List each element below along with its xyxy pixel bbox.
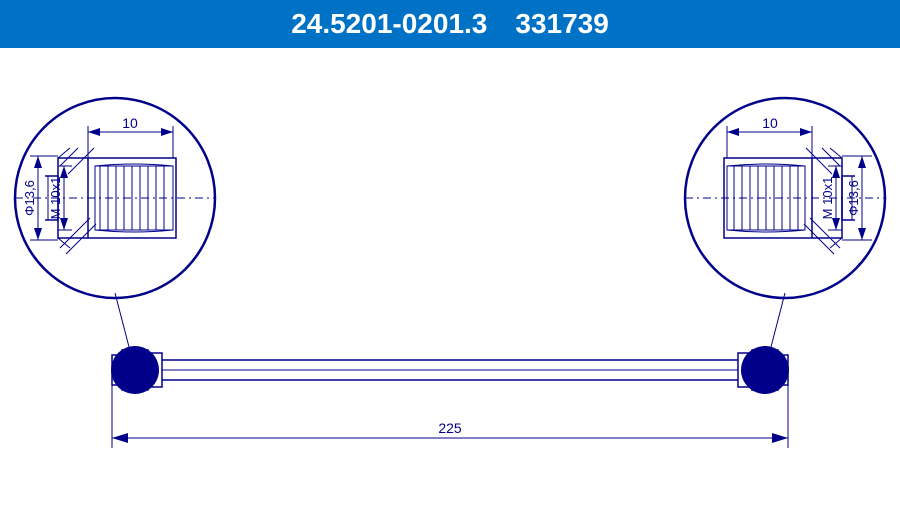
- left-top-dim: 10: [122, 115, 138, 131]
- left-thread-dim: M 10x1: [48, 177, 63, 220]
- overall-length-value: 225: [438, 420, 462, 436]
- right-thread-dim: M 10x1: [820, 177, 835, 220]
- hose-body: [148, 353, 752, 387]
- part-code: 331739: [515, 8, 608, 40]
- header-bar: 24.5201-0201.3 331739: [0, 0, 900, 48]
- technical-drawing: 225: [0, 48, 900, 505]
- left-detail-circle: 10 M 10x1 Φ13,6: [15, 98, 215, 298]
- overall-length-dimension: 225: [112, 378, 788, 448]
- right-top-dim: 10: [762, 115, 778, 131]
- right-dia-dim: Φ13,6: [846, 180, 861, 216]
- left-dia-dim: Φ13,6: [22, 180, 37, 216]
- part-number: 24.5201-0201.3: [291, 8, 487, 40]
- right-detail-circle: 10 M 10x1 Φ13,6: [685, 98, 885, 298]
